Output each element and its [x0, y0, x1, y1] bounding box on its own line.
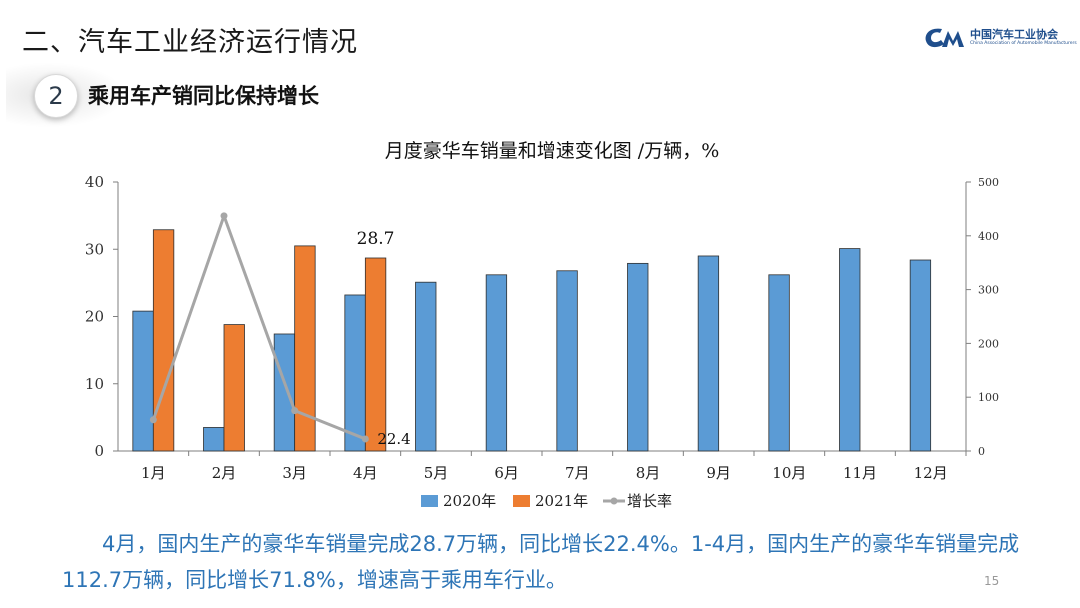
bar-2020 [909, 259, 932, 452]
page-number: 15 [984, 574, 1000, 588]
x-tick-label: 8月 [636, 464, 661, 482]
bar-2020 [627, 262, 649, 452]
growth-rate-point [361, 435, 369, 443]
growth-rate-line [151, 214, 366, 441]
x-tick-label: 6月 [494, 464, 519, 482]
y-right-tick-label: 300 [978, 284, 999, 297]
x-tick-label: 12月 [914, 464, 948, 482]
bar-2020 [273, 333, 296, 452]
y-right-tick-label: 400 [978, 230, 999, 243]
bar-2020 [415, 281, 437, 452]
y-right-tick-label: 500 [978, 176, 999, 189]
subheader-title: 乘用车产销同比保持增长 [88, 84, 319, 108]
data-label-2021-apr: 28.7 [357, 229, 395, 249]
caption-text: 4月，国内生产的豪华车销量完成28.7万辆，同比增长22.4%。1-4月，国内生… [62, 532, 1020, 592]
bar-2020 [203, 427, 225, 452]
y-left-tick-label: 10 [85, 375, 104, 393]
bar-2020 [132, 310, 154, 452]
x-tick-label: 11月 [843, 464, 877, 482]
section-number-badge: 2 [34, 74, 78, 118]
bar-2020 [839, 248, 861, 452]
luxury-car-sales-chart: 月度豪华车销量和增速变化图 /万辆，%010203040010020030040… [85, 140, 999, 510]
x-tick-label: 1月 [141, 464, 166, 482]
bar-2021 [294, 245, 316, 452]
bar-2021 [223, 324, 245, 452]
bar-2020 [344, 294, 366, 452]
bar-2020 [556, 270, 578, 452]
bar-2021 [364, 257, 387, 452]
bar-2021 [152, 229, 175, 452]
data-label-growth-apr: 22.4 [377, 430, 410, 448]
logo-english-text: China Association of Automobile Manufact… [970, 41, 1077, 46]
legend-swatch-growth-dot [610, 497, 618, 505]
bar-2020 [768, 274, 790, 452]
logo-chinese-text: 中国汽车工业协会 [970, 28, 1058, 41]
caam-logo: 中国汽车工业协会 China Association of Automobile… [922, 24, 1077, 52]
legend-label: 2020年 [443, 492, 496, 510]
section-title: 二、汽车工业经济运行情况 [22, 27, 358, 58]
legend-swatch-2021 [513, 495, 530, 507]
legend-swatch-2020 [421, 495, 438, 507]
x-tick-label: 9月 [706, 464, 731, 482]
growth-rate-point [149, 416, 157, 424]
y-right-tick-label: 0 [978, 445, 985, 458]
y-right-tick-label: 100 [978, 391, 999, 404]
growth-rate-point [291, 407, 299, 415]
growth-rate-point [220, 212, 228, 220]
chart-title: 月度豪华车销量和增速变化图 /万辆，% [385, 140, 720, 162]
bar-2020 [485, 274, 508, 452]
y-left-tick-label: 40 [85, 173, 104, 191]
caam-logo-mark-icon [925, 28, 964, 48]
legend-label: 增长率 [627, 492, 672, 510]
y-left-tick-label: 0 [94, 442, 104, 460]
y-left-tick-label: 20 [85, 308, 104, 326]
x-tick-label: 4月 [353, 464, 378, 482]
y-left-tick-label: 30 [85, 240, 104, 258]
x-tick-label: 3月 [282, 464, 307, 482]
x-tick-label: 10月 [772, 464, 806, 482]
y-right-tick-label: 200 [978, 337, 999, 350]
x-tick-label: 5月 [424, 464, 449, 482]
x-tick-label: 7月 [565, 464, 590, 482]
x-tick-label: 2月 [212, 464, 237, 482]
bar-2020 [697, 255, 720, 452]
legend-label: 2021年 [535, 492, 588, 510]
